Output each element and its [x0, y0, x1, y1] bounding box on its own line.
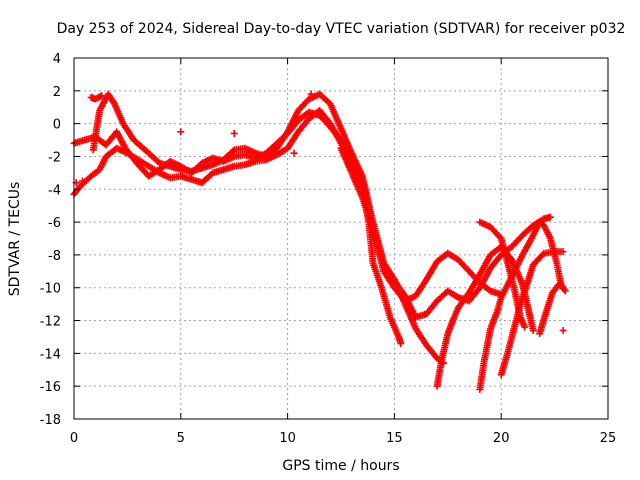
y-tick-label: -6	[48, 216, 61, 231]
y-tick-label: -16	[40, 380, 61, 395]
x-tick-label: 20	[493, 431, 510, 446]
chart-title: Day 253 of 2024, Sidereal Day-to-day VTE…	[57, 21, 626, 37]
track-11-point	[230, 129, 238, 137]
track-10-point	[98, 92, 106, 100]
track-11-point	[177, 128, 185, 136]
y-tick-label: 2	[53, 85, 61, 100]
data-marks	[70, 90, 569, 393]
y-tick-label: 0	[53, 118, 61, 133]
track-2-point	[546, 213, 554, 221]
plot-frame	[73, 57, 609, 420]
y-tick-label: -4	[48, 183, 61, 198]
track-7-point	[521, 323, 529, 331]
x-tick-label: 15	[386, 431, 403, 446]
track-9-point	[559, 284, 567, 292]
track-11-point	[290, 149, 298, 157]
y-tick-label: -10	[40, 282, 61, 297]
y-tick-label: -2	[48, 150, 61, 165]
track-3-point	[397, 340, 405, 348]
y-tick-label: -18	[40, 413, 61, 428]
x-axis-label: GPS time / hours	[282, 458, 399, 474]
y-tick-label: -8	[48, 249, 61, 264]
y-tick-label: 4	[53, 52, 61, 67]
track-9-point	[558, 283, 566, 291]
track-11-point	[559, 326, 567, 334]
y-tick-label: -14	[40, 347, 61, 362]
y-tick-label: -12	[40, 315, 61, 330]
x-tick-label: 0	[70, 431, 78, 446]
x-tick-label: 25	[600, 431, 617, 446]
track-2-point	[229, 147, 237, 155]
track-11-point	[79, 177, 87, 185]
track-5-point	[529, 326, 537, 334]
y-axis-label: SDTVAR / TECUs	[7, 182, 23, 297]
x-tick-label: 5	[177, 431, 185, 446]
x-tick-label: 10	[279, 431, 296, 446]
axis-ticks: 0 5 10 15 20 25 -18 -16 -14 -12 -10 -8 -6 -4 -2 0 2 4	[40, 52, 617, 446]
track-11-point	[307, 90, 315, 98]
track-8-point	[559, 248, 567, 256]
